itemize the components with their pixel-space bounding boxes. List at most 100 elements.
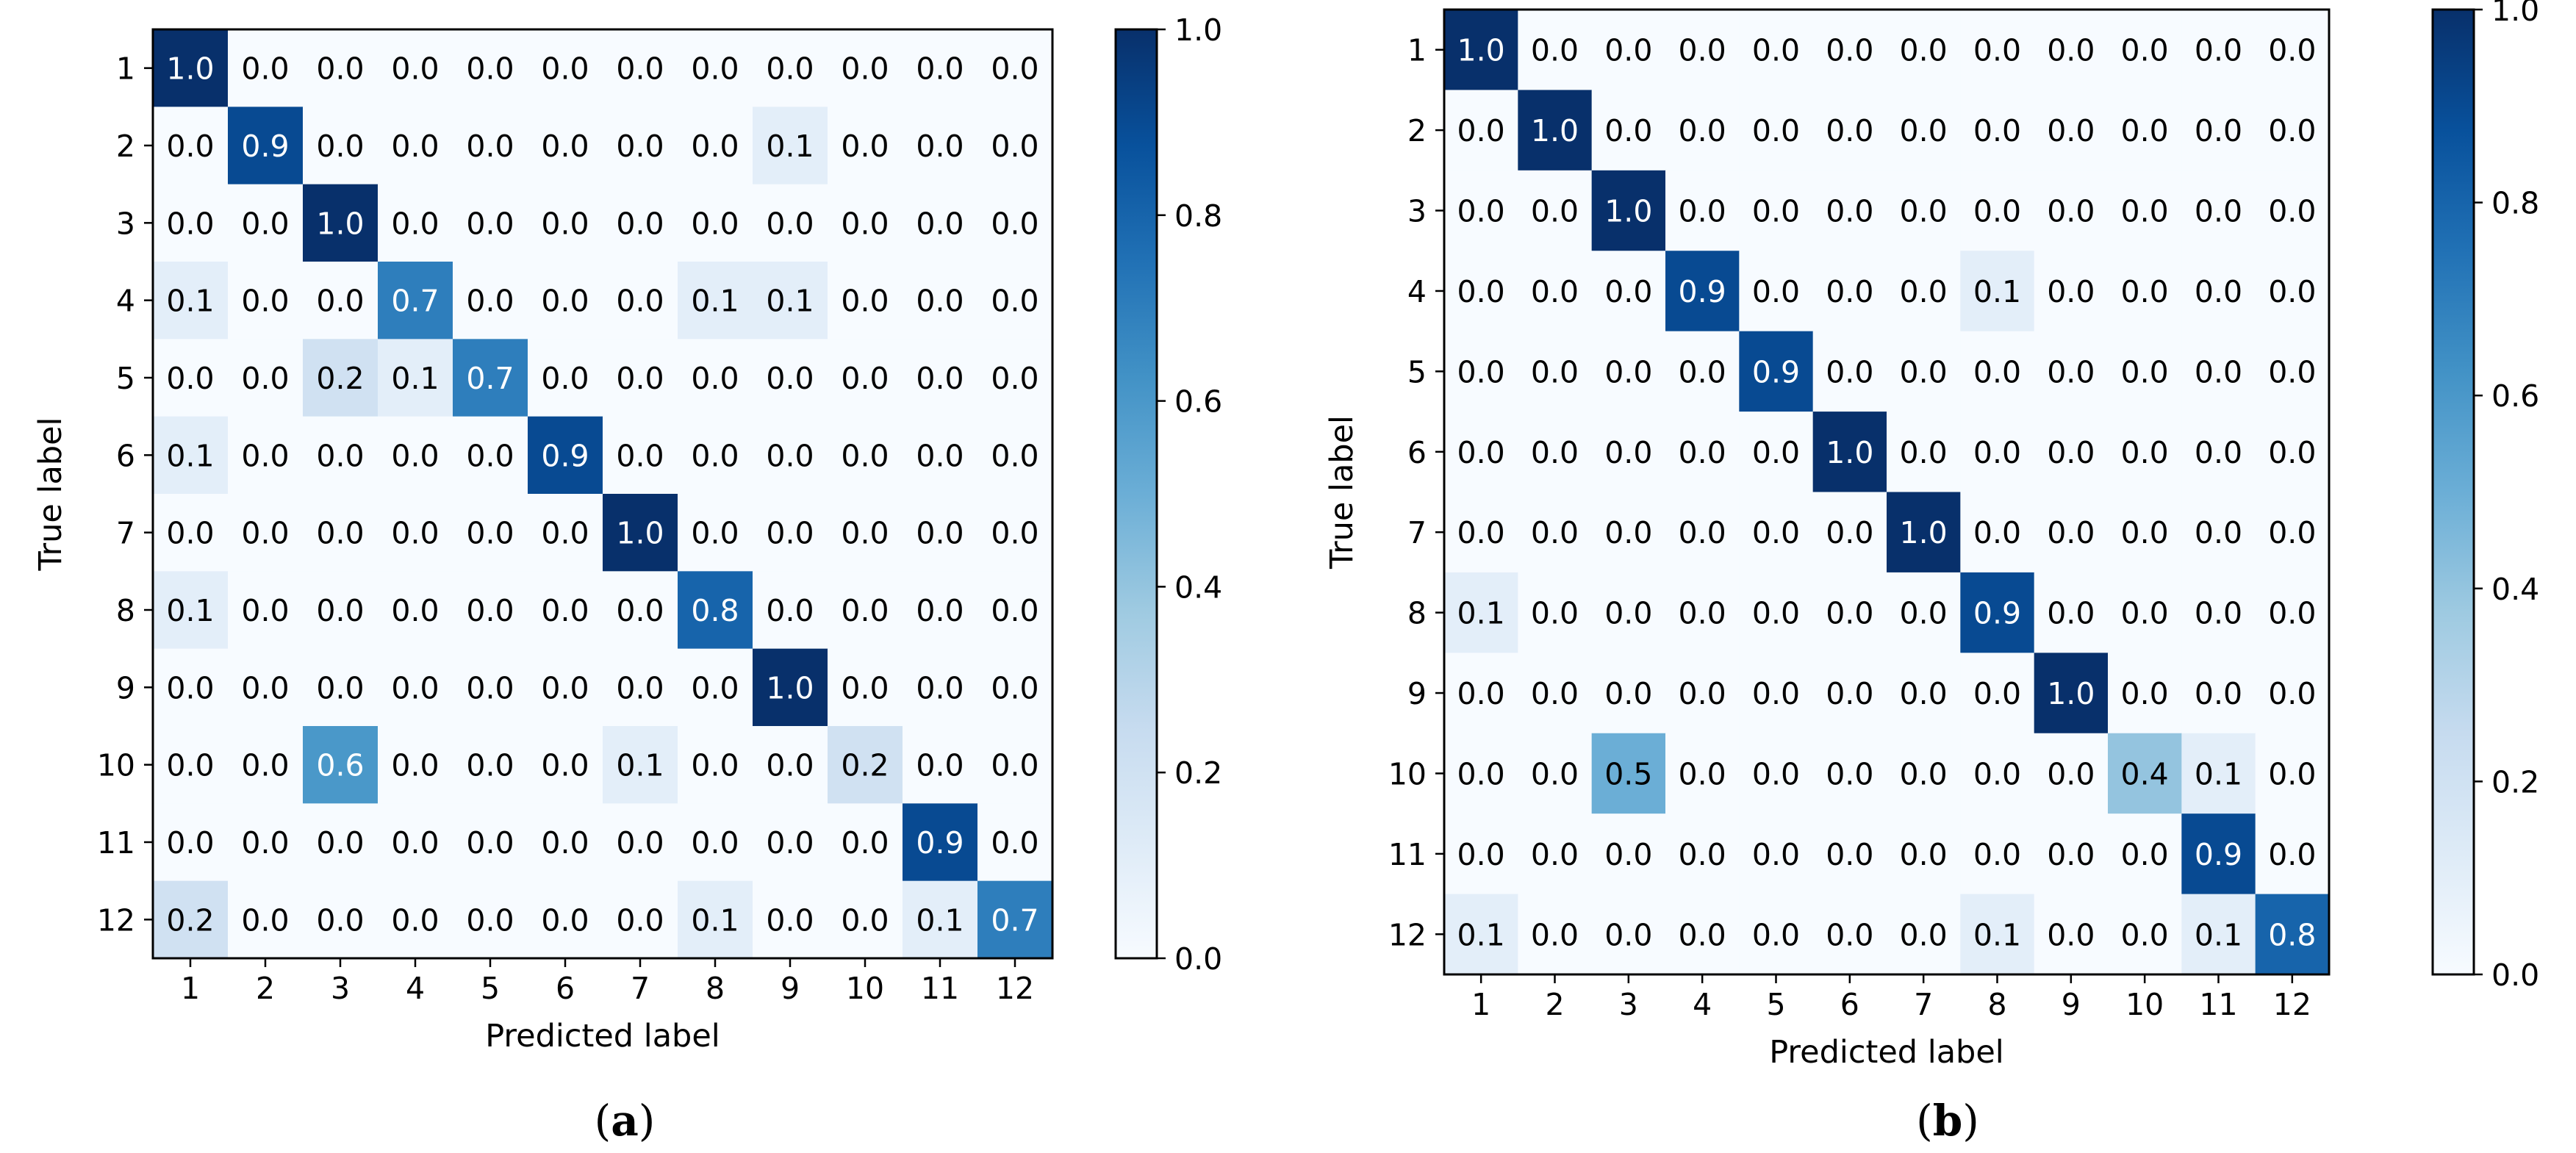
heatmap-cell (2181, 331, 2256, 412)
heatmap-cell (1591, 653, 1666, 734)
y-tick-label: 7 (116, 516, 135, 551)
cell-value-label: 0.0 (391, 129, 439, 164)
cell-value-label: 0.8 (2268, 917, 2316, 952)
cell-value-label: 0.0 (2047, 435, 2095, 470)
y-tick-label: 1 (116, 51, 135, 87)
heatmap-cell (2034, 894, 2109, 975)
cell-value-label: 0.0 (916, 361, 964, 396)
heatmap-cell (1887, 733, 1961, 814)
cell-value-label: 0.0 (766, 51, 814, 87)
colorbar-tick-label: 1.0 (1174, 12, 1222, 48)
heatmap-cell (753, 571, 828, 650)
heatmap-cell (1960, 894, 2035, 975)
y-tick-label: 12 (1388, 917, 1427, 952)
cell-value-label: 0.0 (2047, 194, 2095, 229)
cell-value-label: 0.0 (916, 51, 964, 87)
cell-value-label: 0.0 (1752, 917, 1800, 952)
cell-value-label: 0.0 (1604, 354, 1652, 389)
cell-value-label: 0.0 (391, 206, 439, 241)
heatmap-cell (2108, 170, 2182, 251)
cell-value-label: 0.0 (2121, 596, 2169, 631)
x-tick-label: 4 (406, 971, 425, 1006)
cell-value-label: 0.0 (1457, 113, 1505, 148)
cell-value-label: 0.0 (1973, 515, 2021, 550)
cell-value-label: 0.0 (766, 902, 814, 938)
heatmap-cell (977, 107, 1053, 185)
heatmap-cell (153, 648, 229, 727)
cell-value-label: 0.0 (466, 825, 514, 861)
heatmap-cell (1812, 412, 1887, 492)
cell-value-label: 0.0 (391, 670, 439, 705)
heatmap-cell (1812, 733, 1887, 814)
heatmap-cell (828, 726, 903, 804)
heatmap-cell (828, 803, 903, 882)
panel-caption: (a) (595, 1096, 656, 1146)
y-tick-label: 5 (116, 361, 135, 396)
heatmap-cell (1444, 492, 1518, 573)
heatmap-cell (1960, 572, 2035, 653)
cell-value-label: 0.0 (1900, 354, 1948, 389)
cell-value-label: 0.0 (2121, 113, 2169, 148)
heatmap-cell (153, 29, 229, 107)
cell-value-label: 0.0 (1900, 113, 1948, 148)
heatmap-cell (1960, 170, 2035, 251)
cell-value-label: 0.0 (766, 361, 814, 396)
cell-value-label: 0.0 (2121, 33, 2169, 68)
cell-value-label: 0.0 (991, 438, 1038, 473)
cell-value-label: 0.0 (2121, 435, 2169, 470)
cell-value-label: 0.0 (2047, 113, 2095, 148)
y-tick-label: 10 (1388, 756, 1427, 791)
cell-value-label: 0.0 (1826, 756, 1873, 791)
cell-value-label: 0.0 (991, 516, 1038, 551)
cell-value-label: 0.0 (316, 516, 364, 551)
cell-value-label: 0.8 (691, 593, 739, 628)
cell-value-label: 0.0 (2268, 33, 2316, 68)
cell-value-label: 0.0 (1531, 194, 1579, 229)
cell-value-label: 0.0 (541, 361, 589, 396)
heatmap-cell (228, 571, 304, 650)
cell-value-label: 0.0 (241, 670, 289, 705)
heatmap-cell (228, 803, 304, 882)
cell-value-label: 0.0 (166, 516, 214, 551)
cell-value-label: 0.0 (916, 593, 964, 628)
heatmap-cell (1665, 894, 1740, 975)
cell-value-label: 0.0 (1604, 274, 1652, 309)
colorbar-tick-label: 0.0 (1174, 941, 1222, 977)
cell-value-label: 0.9 (241, 129, 289, 164)
cell-value-label: 0.0 (691, 516, 739, 551)
cell-value-label: 0.0 (991, 129, 1038, 164)
heatmap-cell (1812, 170, 1887, 251)
heatmap-cell (828, 880, 903, 959)
heatmap-cell (1812, 251, 1887, 332)
heatmap-cell (2181, 733, 2256, 814)
cell-value-label: 0.0 (991, 670, 1038, 705)
cell-value-label: 0.0 (391, 593, 439, 628)
cell-value-label: 0.0 (241, 516, 289, 551)
heatmap-cell (828, 339, 903, 417)
cell-value-label: 0.0 (1531, 917, 1579, 952)
heatmap-cell (977, 29, 1053, 107)
cell-value-label: 0.0 (2268, 515, 2316, 550)
cell-value-label: 0.9 (2195, 837, 2242, 872)
heatmap-cell (2108, 813, 2182, 895)
heatmap-cell (2255, 653, 2330, 734)
heatmap-cell (228, 880, 304, 959)
cell-value-label: 0.0 (1679, 435, 1726, 470)
heatmap-cell (977, 571, 1053, 650)
y-tick-label: 4 (116, 284, 135, 319)
heatmap-cell (1960, 251, 2035, 332)
heatmap-cell (1518, 733, 1593, 814)
heatmap-cell (303, 494, 378, 572)
heatmap-cell (603, 262, 678, 340)
cell-value-label: 0.0 (316, 902, 364, 938)
heatmap-cell (528, 184, 603, 262)
heatmap-cell (2034, 733, 2109, 814)
cell-value-label: 0.0 (766, 825, 814, 861)
cell-value-label: 0.0 (1679, 33, 1726, 68)
cell-value-label: 0.0 (541, 206, 589, 241)
cell-value-label: 0.0 (466, 438, 514, 473)
cell-value-label: 0.0 (541, 593, 589, 628)
heatmap-cell (453, 648, 528, 727)
heatmap-cell (2255, 572, 2330, 653)
cell-value-label: 0.0 (541, 129, 589, 164)
